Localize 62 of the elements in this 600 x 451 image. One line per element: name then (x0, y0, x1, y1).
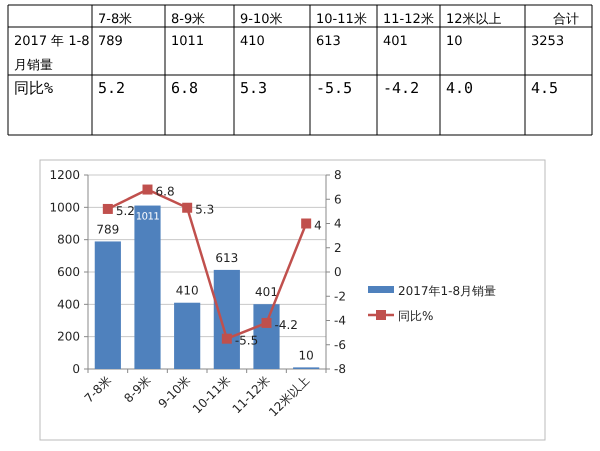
text: 5.3 (240, 79, 268, 97)
text: 7-8米 (98, 12, 132, 27)
data-label: 1011 (136, 212, 160, 223)
text: 4.0 (446, 79, 474, 97)
text: 613 (316, 34, 341, 49)
text: 6.8 (171, 79, 198, 97)
y-tick-label: 1000 (49, 200, 80, 214)
text: 同比% (14, 79, 54, 97)
data-label: 789 (96, 222, 120, 236)
text: -5.5 (316, 79, 352, 97)
y2-tick-label: 2 (334, 240, 342, 255)
bar (94, 241, 121, 369)
point (102, 204, 113, 214)
data-label: 6.8 (156, 184, 175, 199)
y2-tick-label: -2 (334, 289, 346, 304)
point (182, 202, 192, 213)
text: 10-11米 (316, 12, 367, 27)
y-tick-label: 600 (57, 265, 80, 279)
text: 合计 (553, 12, 579, 27)
point (142, 184, 152, 195)
y2-tick-label: 4 (334, 216, 342, 230)
y-tick-label: 200 (57, 330, 80, 344)
data-label: 401 (255, 285, 278, 300)
text: 4.5 (531, 79, 558, 97)
x-tick-label: 7-8米 (82, 373, 114, 406)
text: 410 (240, 34, 265, 49)
point (301, 218, 312, 228)
text: 12米以上 (446, 12, 502, 27)
y2-tick-label: 6 (334, 192, 342, 206)
text: 8-9米 (171, 12, 206, 27)
text: -4.2 (383, 79, 420, 97)
y2-tick-label: -6 (334, 338, 346, 352)
text: 11-12米 (383, 12, 434, 27)
bar (174, 302, 200, 369)
y-tick-label: 0 (72, 362, 80, 376)
data-label: 5.2 (116, 204, 135, 218)
x-tick-label: 8-9米 (121, 373, 154, 406)
y-tick-label: 800 (57, 232, 80, 247)
y2-tick-label: -4 (334, 314, 346, 328)
data-label: 613 (215, 250, 238, 265)
y2-tick-label: 0 (334, 265, 342, 279)
text: 9-10米 (240, 12, 283, 27)
text: 5.2 (98, 79, 126, 97)
y2-tick-label: 8 (334, 168, 342, 182)
text: 10 (446, 34, 463, 49)
point (262, 318, 272, 328)
bar (134, 206, 161, 369)
y2-tick-label: -8 (334, 362, 346, 376)
data-label: 410 (176, 284, 199, 298)
text: 2017 年 1-8 月销量 (14, 34, 90, 73)
text: 789 (98, 34, 123, 49)
y-tick-label: 1200 (49, 168, 80, 182)
text: 401 (383, 34, 408, 49)
data-label: 5.3 (195, 202, 214, 217)
point (222, 334, 232, 344)
text: 1011 (171, 34, 204, 49)
data-label: 10 (298, 348, 314, 362)
text: 3253 (531, 34, 564, 49)
legend-label: 同比% (398, 309, 434, 323)
legend-label: 2017年1-8月销量 (398, 284, 496, 298)
y-tick-label: 400 (57, 297, 80, 312)
data-label: 4 (314, 218, 322, 232)
